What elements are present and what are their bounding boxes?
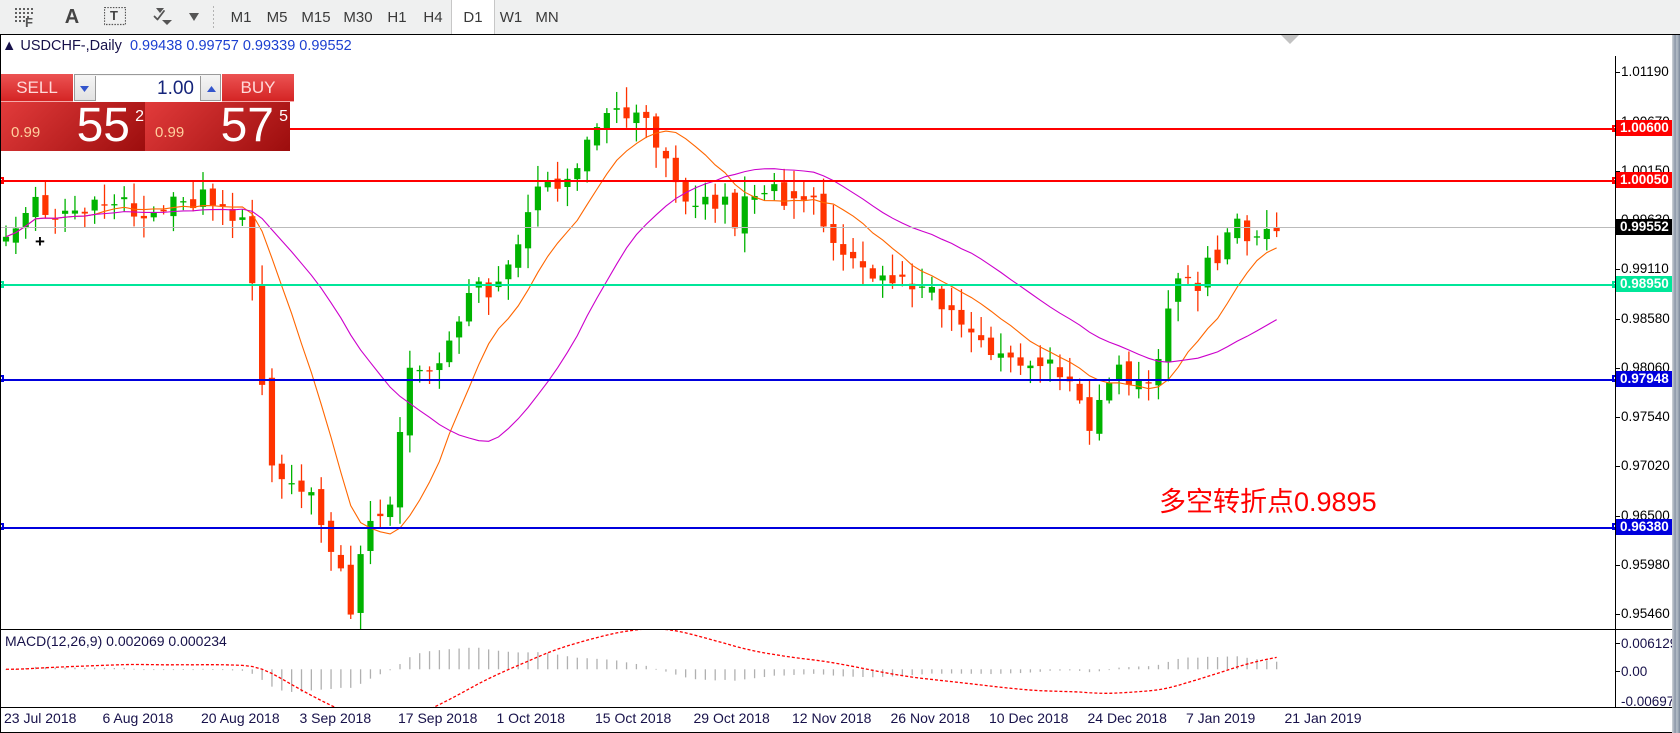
svg-text:F: F <box>25 15 33 28</box>
svg-text:T: T <box>110 8 118 23</box>
